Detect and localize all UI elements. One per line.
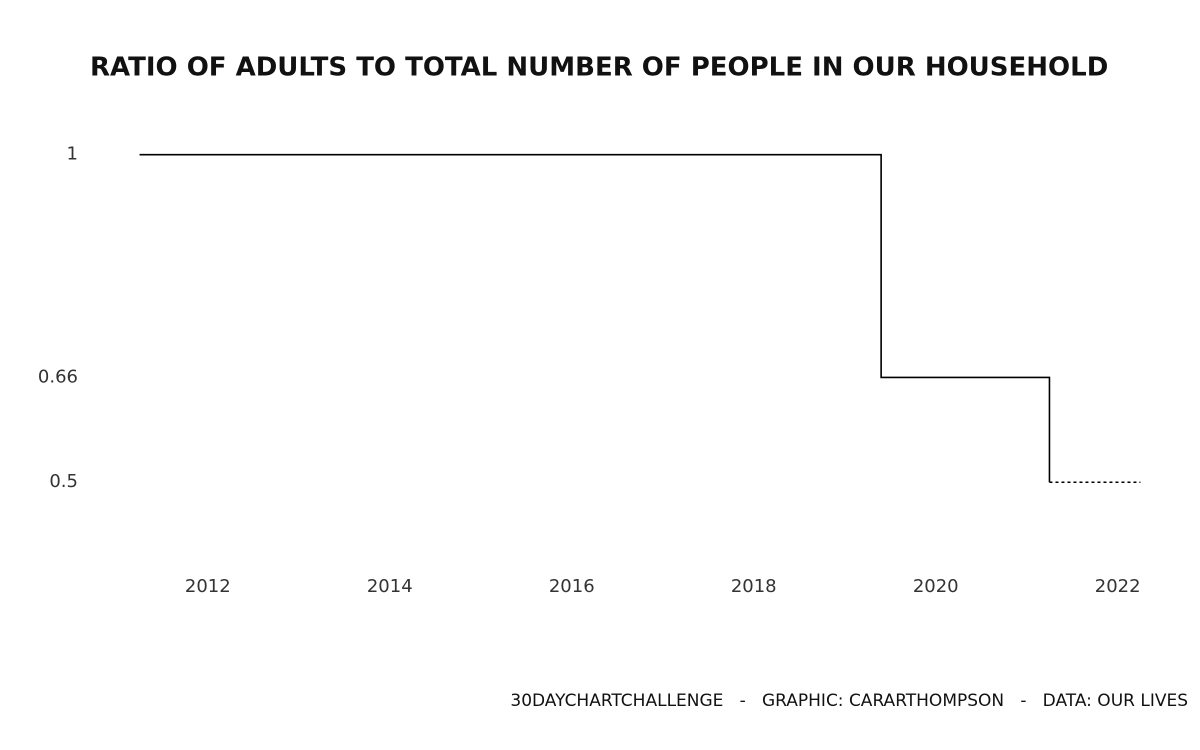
y-tick-label: 1 [67,144,78,165]
y-tick-label: 0.5 [49,471,78,492]
caption: 30DAYCHARTCHALLENGE - GRAPHIC: CARARTHOM… [510,691,1188,711]
x-tick-label: 2018 [731,576,777,597]
x-tick-label: 2014 [367,576,413,597]
x-tick-label: 2012 [185,576,231,597]
step-line [139,153,1051,483]
x-tick-label: 2020 [913,576,959,597]
x-tick-label: 2022 [1095,576,1141,597]
y-tick-label: 0.66 [38,366,78,387]
x-tick-label: 2016 [549,576,595,597]
chart-title: RATIO OF ADULTS TO TOTAL NUMBER OF PEOPL… [90,53,1108,83]
